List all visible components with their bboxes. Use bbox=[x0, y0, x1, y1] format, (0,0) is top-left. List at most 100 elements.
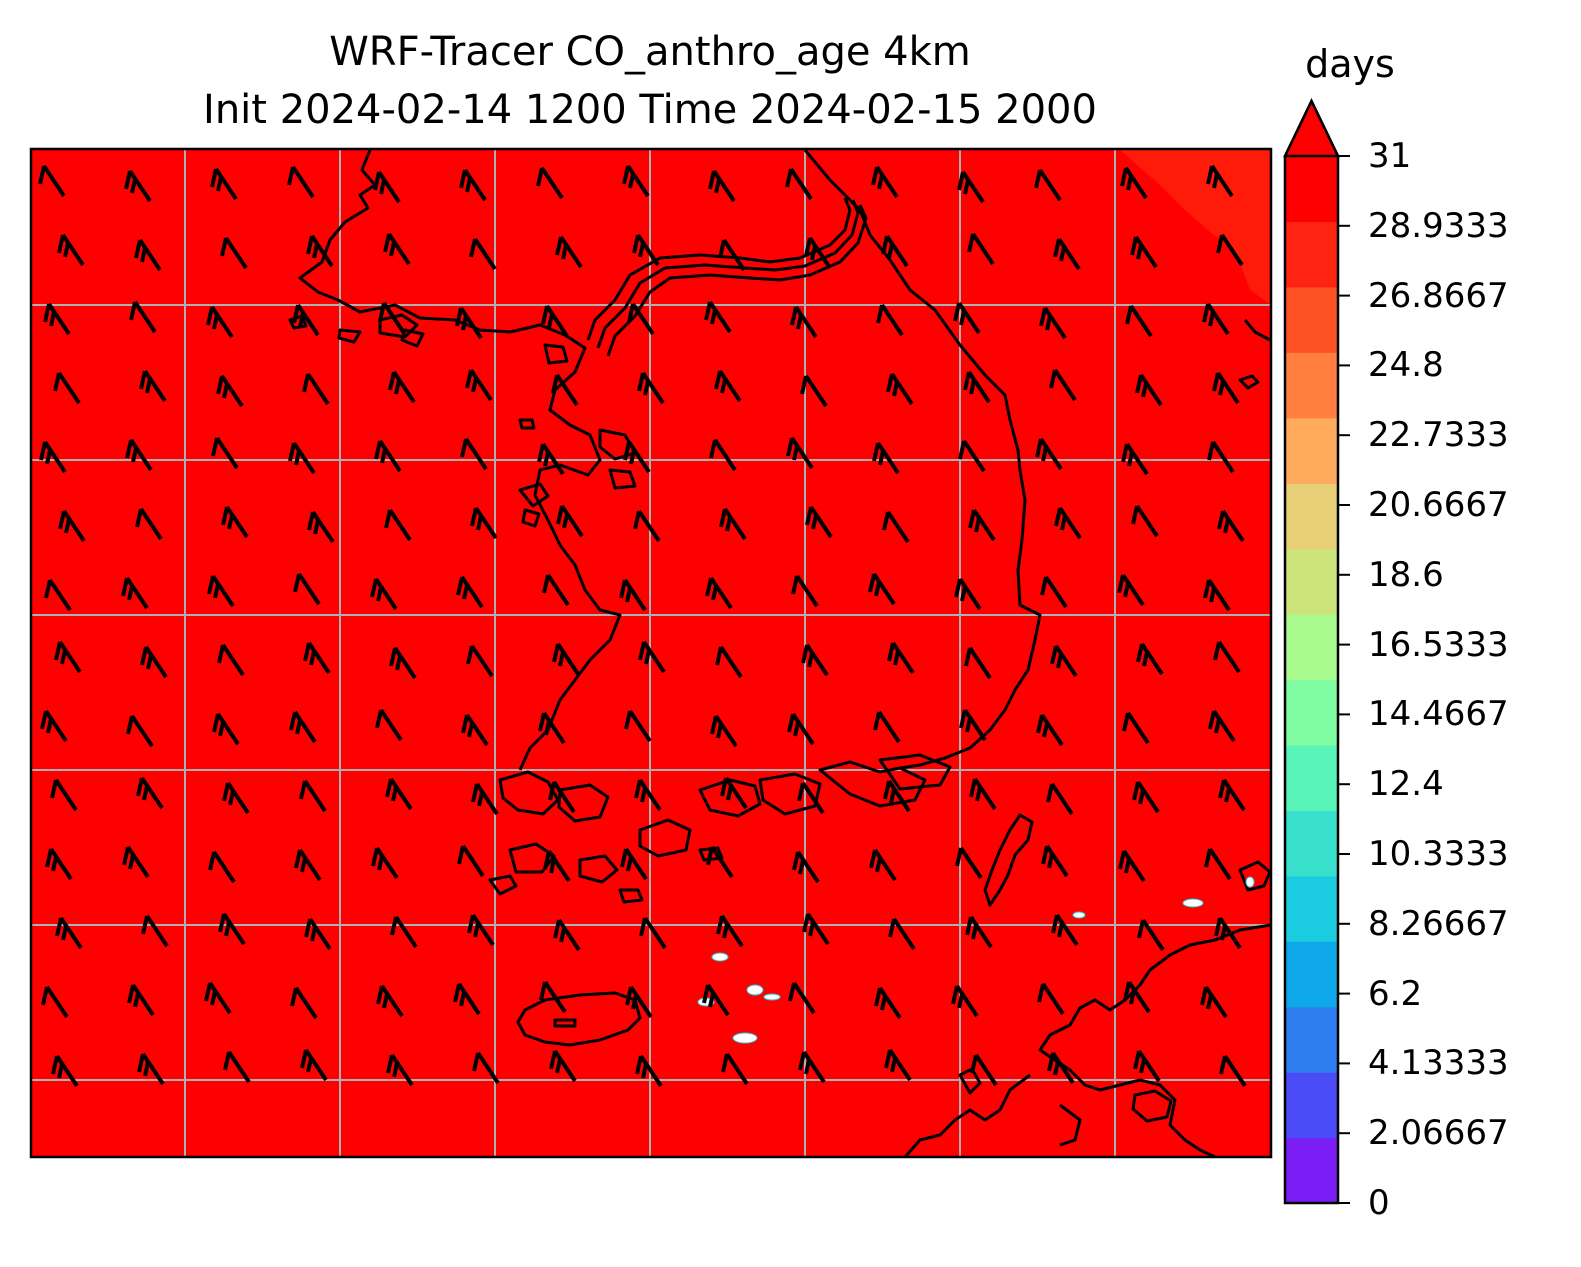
wind-barb bbox=[53, 371, 81, 405]
wind-barb bbox=[50, 778, 78, 812]
wind-barb bbox=[459, 168, 487, 202]
wind-barb bbox=[1218, 778, 1246, 812]
wind-barb bbox=[45, 847, 73, 881]
colorbar-swatch bbox=[1285, 286, 1338, 353]
wind-barb bbox=[710, 714, 738, 748]
colorbar-tick-label: 20.6667 bbox=[1368, 485, 1509, 525]
wind-barb bbox=[221, 505, 249, 539]
wind-barb bbox=[472, 1051, 500, 1085]
wind-barb bbox=[871, 165, 899, 199]
wind-barb bbox=[204, 981, 232, 1015]
wind-barb bbox=[135, 507, 163, 541]
colorbar-tick-label: 28.9333 bbox=[1368, 205, 1509, 246]
wind-barb bbox=[965, 915, 993, 949]
wind-barb bbox=[549, 1049, 577, 1083]
wind-barb bbox=[957, 170, 985, 204]
wind-barb bbox=[1037, 982, 1065, 1016]
wind-barb bbox=[624, 709, 652, 743]
wind-barb bbox=[791, 574, 819, 608]
wind-barb bbox=[1219, 1054, 1247, 1088]
wind-barb bbox=[127, 983, 155, 1017]
wind-barb bbox=[378, 301, 406, 335]
wind-barb bbox=[43, 302, 71, 336]
wind-barb bbox=[709, 438, 737, 472]
wind-barb bbox=[51, 1054, 79, 1088]
wind-barb bbox=[876, 303, 904, 337]
wind-barb bbox=[553, 918, 581, 952]
wind-barb bbox=[705, 576, 733, 610]
wind-barb bbox=[1041, 844, 1069, 878]
colorbar-ticks bbox=[1338, 155, 1350, 1204]
wind-barb bbox=[785, 167, 813, 201]
wind-barb bbox=[457, 844, 485, 878]
wind-barb bbox=[1131, 504, 1159, 538]
colorbar-outline bbox=[1283, 98, 1340, 1205]
wind-barb bbox=[718, 238, 746, 272]
wind-barb bbox=[872, 441, 900, 475]
wind-barb bbox=[787, 712, 815, 746]
coastline-islands-northwest bbox=[288, 313, 569, 430]
wind-barb bbox=[1123, 980, 1151, 1014]
boundary-river-line-3 bbox=[606, 204, 868, 357]
wind-barb bbox=[873, 710, 901, 744]
colorbar-tick-label: 18.6 bbox=[1368, 554, 1444, 595]
wind-barbs bbox=[38, 164, 1247, 1088]
wind-barb bbox=[55, 916, 83, 950]
colorbar-tick-label: 0 bbox=[1368, 1183, 1390, 1223]
wind-barb bbox=[303, 641, 331, 675]
wind-barb bbox=[388, 370, 416, 404]
wind-barb bbox=[126, 714, 154, 748]
wind-barb bbox=[1053, 237, 1081, 271]
colorbar-tick-label: 31 bbox=[1368, 136, 1412, 176]
wind-barb bbox=[460, 437, 488, 471]
wind-barb bbox=[953, 301, 981, 335]
wind-barb bbox=[289, 710, 317, 744]
wind-barb bbox=[883, 779, 911, 813]
wind-barb bbox=[210, 167, 238, 201]
wind-barb bbox=[121, 576, 149, 610]
wind-barb bbox=[39, 440, 67, 474]
wind-barb bbox=[57, 233, 85, 267]
wind-barb bbox=[455, 306, 483, 340]
wind-barb bbox=[1132, 780, 1160, 814]
wind-barb bbox=[386, 1053, 414, 1087]
wind-barb bbox=[543, 849, 571, 883]
wind-barb bbox=[706, 845, 734, 879]
wind-barb bbox=[790, 305, 818, 339]
colorbar-swatch bbox=[1285, 1006, 1338, 1073]
wind-barb bbox=[124, 169, 152, 203]
colorbar-tick-label: 12.4 bbox=[1368, 764, 1444, 805]
wind-barb bbox=[1054, 506, 1082, 540]
wind-barb bbox=[638, 640, 666, 674]
wind-barb bbox=[470, 506, 498, 540]
colorbar-tick-label: 22.7333 bbox=[1368, 415, 1509, 456]
coastline-islands-west bbox=[518, 428, 637, 528]
wind-barb bbox=[969, 777, 997, 811]
wind-barb bbox=[970, 1053, 998, 1087]
wind-barb bbox=[294, 848, 322, 882]
wind-barb bbox=[798, 1050, 826, 1084]
wind-barb bbox=[1120, 166, 1148, 200]
wind-barb bbox=[208, 850, 236, 884]
wind-barb bbox=[963, 370, 991, 404]
wind-barb bbox=[622, 164, 650, 198]
wind-barb bbox=[801, 643, 829, 677]
wind-barb bbox=[288, 441, 316, 475]
wind-barb bbox=[1213, 640, 1241, 674]
wind-barb bbox=[300, 1048, 328, 1082]
wind-barb bbox=[708, 169, 736, 203]
wind-barb bbox=[223, 1050, 251, 1084]
wind-barb bbox=[1036, 713, 1064, 747]
wind-barb bbox=[634, 778, 662, 812]
wind-barb bbox=[293, 572, 321, 606]
wind-barb bbox=[54, 640, 82, 674]
wind-barb bbox=[639, 916, 667, 950]
boundary-river-line-1 bbox=[586, 197, 852, 341]
colorbar-tick-label: 26.8667 bbox=[1368, 275, 1509, 316]
colorbar-tick-label: 4.13333 bbox=[1368, 1043, 1509, 1084]
wind-barb bbox=[220, 236, 248, 270]
wind-barb bbox=[122, 845, 150, 879]
colorbar-tick-label: 2.06667 bbox=[1368, 1113, 1509, 1154]
wind-barb bbox=[720, 776, 748, 810]
